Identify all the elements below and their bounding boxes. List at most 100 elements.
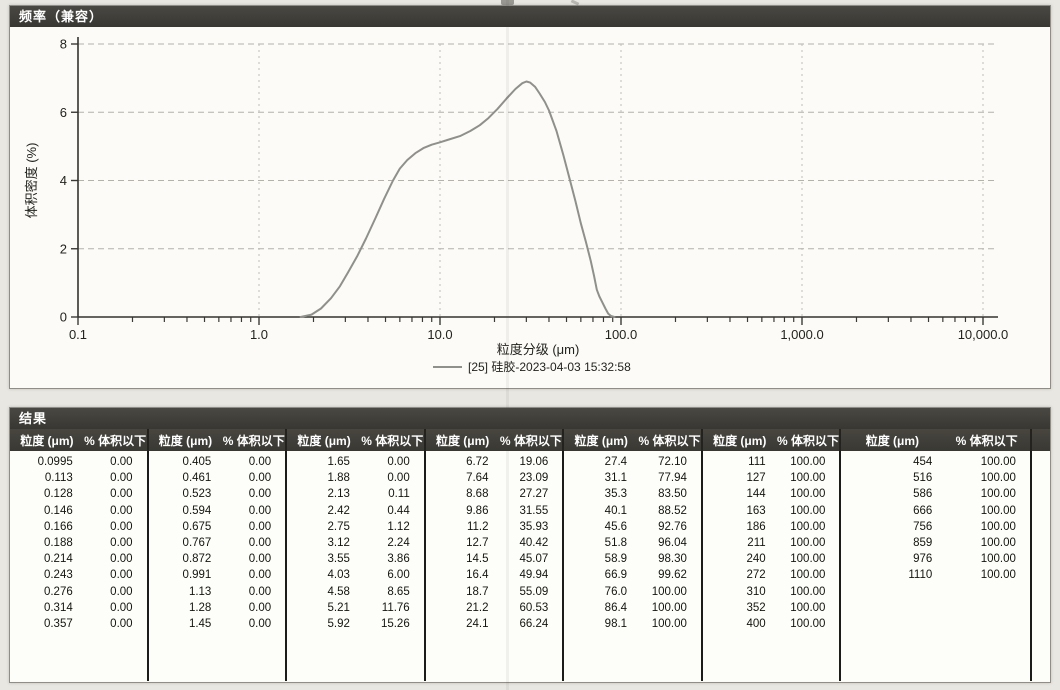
size-cell: 86.4 xyxy=(604,601,628,614)
size-cell: 7.64 xyxy=(466,472,489,485)
pct-cell: 0.00 xyxy=(110,536,133,549)
size-cell: 310 xyxy=(746,585,766,598)
table-row: 0.243 0.00 xyxy=(10,567,147,583)
size-cell: 0.675 xyxy=(182,520,212,533)
size-cell: 1110 xyxy=(908,569,933,582)
pct-cell: 0.11 xyxy=(388,488,410,501)
size-cell: 2.42 xyxy=(327,504,350,517)
pct-cell: 66.24 xyxy=(519,617,549,630)
pct-cell: 100.00 xyxy=(790,520,826,533)
table-row: 9.86 31.55 xyxy=(426,503,563,519)
size-cell: 0.113 xyxy=(44,472,73,485)
size-cell: 0.128 xyxy=(43,488,73,501)
size-cell: 18.7 xyxy=(466,585,489,598)
pct-cell: 0.00 xyxy=(387,456,410,468)
table-row: 859 100.00 xyxy=(841,535,1029,551)
result-column-group: 0.405 0.00 0.461 0.00 0.523 0.00 0.594 0.00 0.67… xyxy=(149,451,288,681)
size-cell: 1.28 xyxy=(188,601,212,614)
y-tick-label: 6 xyxy=(60,105,67,120)
table-row: 2.13 0.11 xyxy=(287,486,424,502)
size-cell: 0.243 xyxy=(43,569,73,582)
table-row: 8.68 27.27 xyxy=(426,486,563,502)
size-cell: 58.9 xyxy=(604,553,628,566)
pct-cell: 100.00 xyxy=(980,472,1016,485)
x-tick-label: 10.0 xyxy=(427,327,452,342)
pct-cell: 100.00 xyxy=(790,569,826,582)
pct-cell: 0.00 xyxy=(110,601,133,614)
pct-cell: 100.00 xyxy=(790,553,826,566)
size-cell: 586 xyxy=(913,488,933,501)
size-cell: 400 xyxy=(746,617,766,630)
size-cell: 454 xyxy=(913,456,933,468)
table-row: 7.64 23.09 xyxy=(426,470,563,486)
table-row: 0.113 0.00 xyxy=(10,470,147,486)
table-row: 4.58 8.65 xyxy=(287,584,424,600)
pct-cell: 0.00 xyxy=(110,504,133,517)
table-row: 976 100.00 xyxy=(841,551,1029,567)
table-row: 1.88 0.00 xyxy=(287,470,424,486)
pct-cell: 72.10 xyxy=(658,456,687,468)
size-cell: 9.86 xyxy=(466,504,489,517)
pct-cell: 100.00 xyxy=(790,617,826,630)
table-row: 12.7 40.42 xyxy=(426,535,563,551)
size-cell: 0.276 xyxy=(43,585,73,598)
table-row: 0.146 0.00 xyxy=(10,503,147,519)
table-row: 1110 100.00 xyxy=(841,567,1029,583)
column-group-header: 粒度 (μm) % 体积以下 xyxy=(841,429,1032,451)
size-cell: 0.146 xyxy=(43,504,73,517)
scan-mark-artifact xyxy=(501,0,514,5)
result-column-group: 111 100.00 127 100.00 144 100.00 163 100.00 186 1… xyxy=(703,451,842,681)
pct-cell: 100.00 xyxy=(980,553,1016,566)
col-header-pct: % 体积以下 xyxy=(84,433,147,448)
table-row: 0.991 0.00 xyxy=(149,567,286,583)
pct-cell: 100.00 xyxy=(790,601,826,614)
pct-cell: 2.24 xyxy=(387,536,410,549)
table-row: 14.5 45.07 xyxy=(426,551,563,567)
results-table-header: 粒度 (μm)% 体积以下 粒度 (μm)% 体积以下 粒度 (μm)% 体积以下粒… xyxy=(10,429,1050,451)
size-cell: 859 xyxy=(913,536,933,549)
table-row: 5.92 15.26 xyxy=(287,616,424,632)
results-panel-title-bar: 结果 xyxy=(10,408,1050,429)
size-cell: 16.4 xyxy=(466,569,489,582)
size-cell: 4.03 xyxy=(327,569,350,582)
table-row: 21.2 60.53 xyxy=(426,600,563,616)
table-row: 4.03 6.00 xyxy=(287,567,424,583)
pct-cell: 100.00 xyxy=(790,472,826,485)
pct-cell: 98.30 xyxy=(658,553,687,566)
table-row: 0.128 0.00 xyxy=(10,486,147,502)
column-group-header: 粒度 (μm) % 体积以下 xyxy=(287,429,426,451)
table-row: 3.12 2.24 xyxy=(287,535,424,551)
col-header-size: 粒度 (μm) xyxy=(713,433,767,448)
result-column-group: 27.4 72.10 31.1 77.94 35.3 83.50 40.1 88.52 45.6… xyxy=(564,451,703,681)
table-row: 2.42 0.44 xyxy=(287,503,424,519)
pct-cell: 0.00 xyxy=(248,488,272,501)
results-panel: 结果 粒度 (μm)% 体积以下 粒度 (μm)% 体积以下 粒度 (μm)% 体积… xyxy=(9,407,1051,683)
size-cell: 4.58 xyxy=(327,585,350,598)
size-cell: 1.65 xyxy=(327,456,350,468)
x-tick-label: 1,000.0 xyxy=(780,327,823,342)
col-header-size: 粒度 (μm) xyxy=(435,433,490,448)
pct-cell: 0.00 xyxy=(248,520,272,533)
table-row: 66.9 99.62 xyxy=(564,567,701,583)
pct-cell: 100.00 xyxy=(980,488,1016,501)
table-row: 31.1 77.94 xyxy=(564,470,701,486)
size-cell: 11.2 xyxy=(466,520,489,533)
size-cell: 5.21 xyxy=(327,601,350,614)
pct-cell: 0.00 xyxy=(248,536,272,549)
size-cell: 6.72 xyxy=(466,456,489,468)
col-header-pct: % 体积以下 xyxy=(361,433,424,448)
pct-cell: 99.62 xyxy=(658,569,687,582)
pct-cell: 100.00 xyxy=(980,569,1016,582)
size-cell: 5.92 xyxy=(327,617,350,630)
result-column-group: 454 100.00 516 100.00 586 100.00 666 100.00 756 1… xyxy=(841,451,1032,681)
pct-cell: 100.00 xyxy=(790,488,826,501)
pct-cell: 0.00 xyxy=(248,553,272,566)
frequency-chart: 0.1 1.0 10.0 100.0 1,000.0 10,000.0 0 2 4 6 8 粒度分级 … xyxy=(10,27,1050,388)
size-cell: 0.0995 xyxy=(37,456,73,468)
table-row: 1.45 0.00 xyxy=(149,616,286,632)
table-row: 27.4 72.10 xyxy=(564,454,701,470)
table-row: 0.166 0.00 xyxy=(10,519,147,535)
table-row: 45.6 92.76 xyxy=(564,519,701,535)
size-cell: 272 xyxy=(746,569,766,582)
size-cell: 45.6 xyxy=(604,520,628,533)
